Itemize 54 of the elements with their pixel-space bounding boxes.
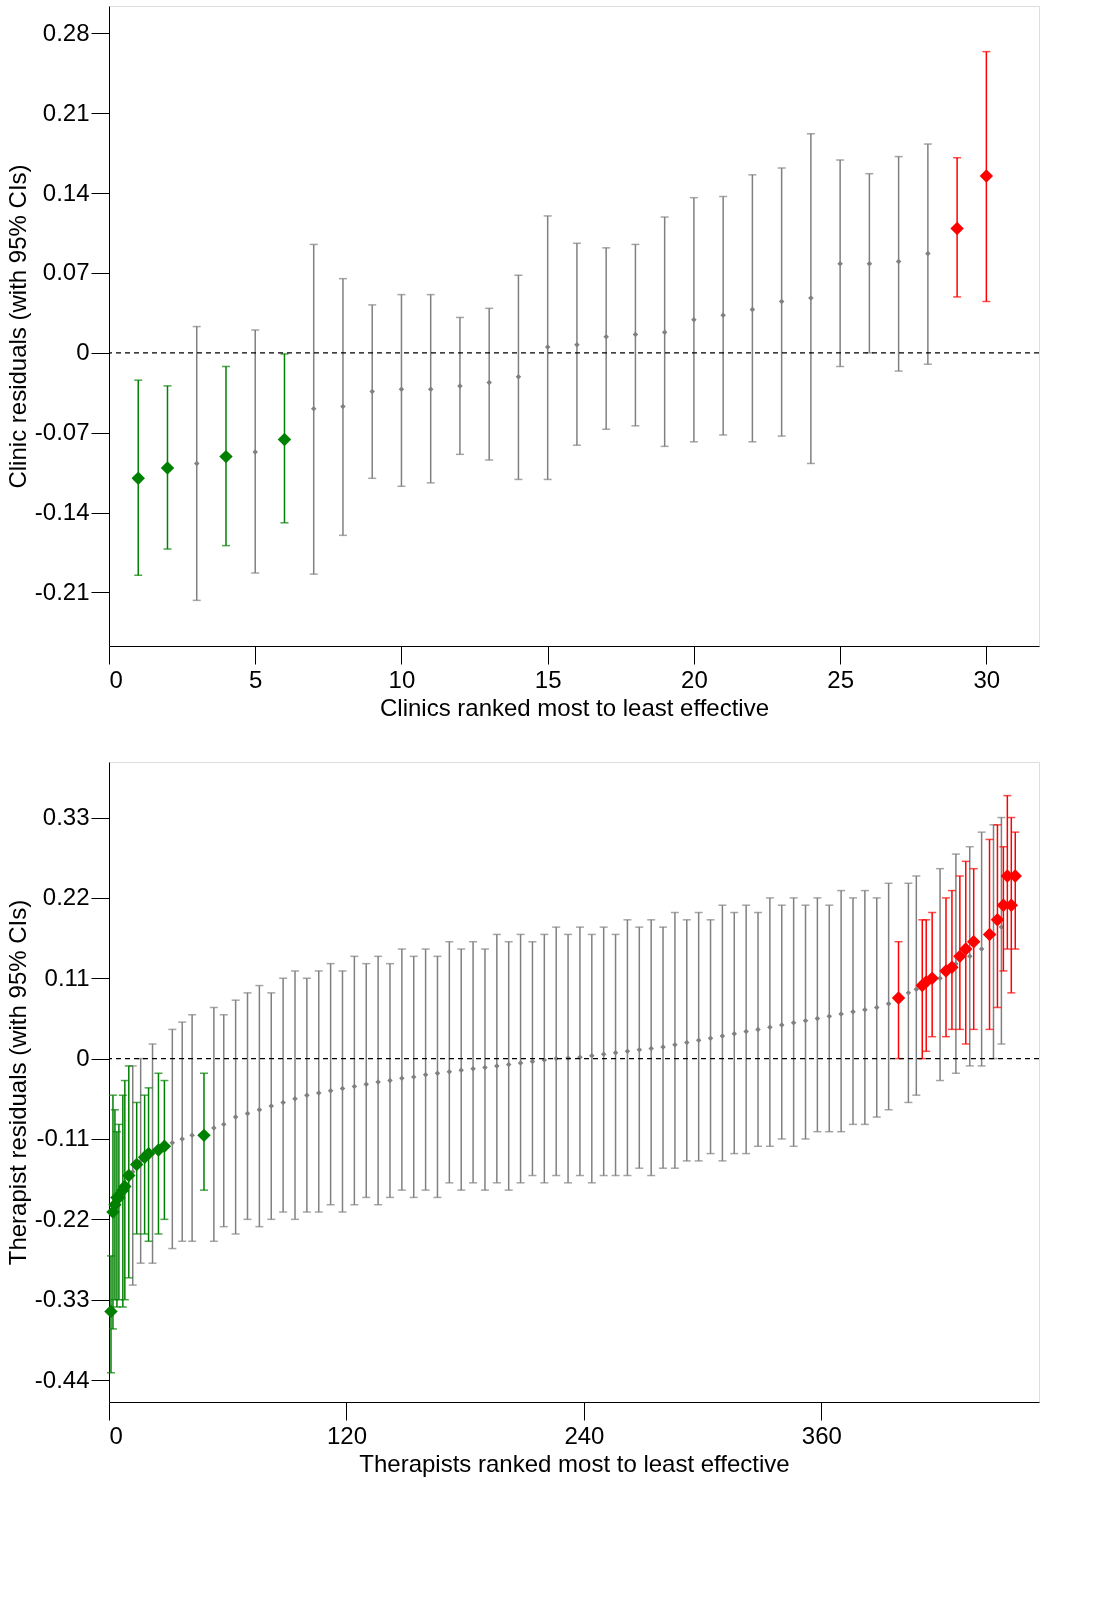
y-tick-label: 0.21: [42, 98, 90, 126]
point: [866, 261, 873, 267]
y-tick-label: -0.44: [34, 1365, 90, 1393]
x-tick-label: 0: [109, 665, 123, 693]
point: [131, 471, 145, 486]
point: [603, 334, 609, 340]
y-tick-label: -0.21: [34, 577, 90, 605]
y-tick-label: -0.14: [34, 498, 90, 526]
point: [661, 329, 668, 336]
y-tick-label: 0: [76, 1044, 90, 1072]
x-tick-label: 360: [801, 1421, 842, 1449]
y-tick-label: -0.22: [34, 1204, 90, 1232]
y-axis-title: Clinic residuals (with 95% CIs): [3, 164, 31, 489]
point: [340, 403, 346, 410]
x-tick-label: 30: [973, 665, 1001, 693]
y-axis-title: Therapist residuals (with 95% CIs): [3, 899, 31, 1266]
y-tick-label: -0.07: [34, 418, 90, 446]
point: [427, 386, 434, 393]
point: [277, 432, 292, 447]
y-tick-label: 0.11: [44, 963, 90, 991]
y-tick-label: 0.07: [42, 258, 90, 286]
y-tick-label: 0.14: [42, 178, 90, 206]
point: [691, 316, 697, 323]
x-tick-label: 120: [326, 1421, 367, 1449]
y-tick-label: 0.28: [42, 18, 90, 46]
x-axis-title: Clinics ranked most to least effective: [379, 693, 770, 721]
point: [950, 221, 964, 236]
point: [720, 312, 726, 318]
x-tick-label: 0: [109, 1421, 123, 1449]
y-tick-label: -0.33: [34, 1285, 90, 1313]
x-tick-label: 15: [534, 665, 562, 693]
y-tick-label: 0.33: [42, 803, 90, 831]
point: [837, 261, 843, 267]
x-axis-title: Therapists ranked most to least effective: [359, 1449, 790, 1477]
y-tick-label: -0.11: [36, 1124, 90, 1152]
point: [369, 388, 375, 395]
point: [979, 169, 994, 183]
point: [219, 449, 233, 464]
point: [160, 461, 175, 475]
x-tick-label: 240: [564, 1421, 605, 1449]
x-tick-label: 25: [827, 665, 854, 693]
point: [194, 460, 200, 467]
point: [486, 379, 492, 386]
x-tick-label: 10: [388, 665, 416, 693]
point: [925, 250, 931, 257]
point: [515, 374, 522, 380]
y-tick-label: 0: [76, 338, 90, 366]
x-tick-label: 5: [249, 665, 263, 693]
point: [574, 342, 580, 348]
point: [310, 405, 317, 412]
y-tick-label: 0.22: [42, 883, 90, 911]
point: [252, 449, 258, 455]
point: [544, 344, 551, 350]
x-tick-label: 20: [681, 665, 708, 693]
